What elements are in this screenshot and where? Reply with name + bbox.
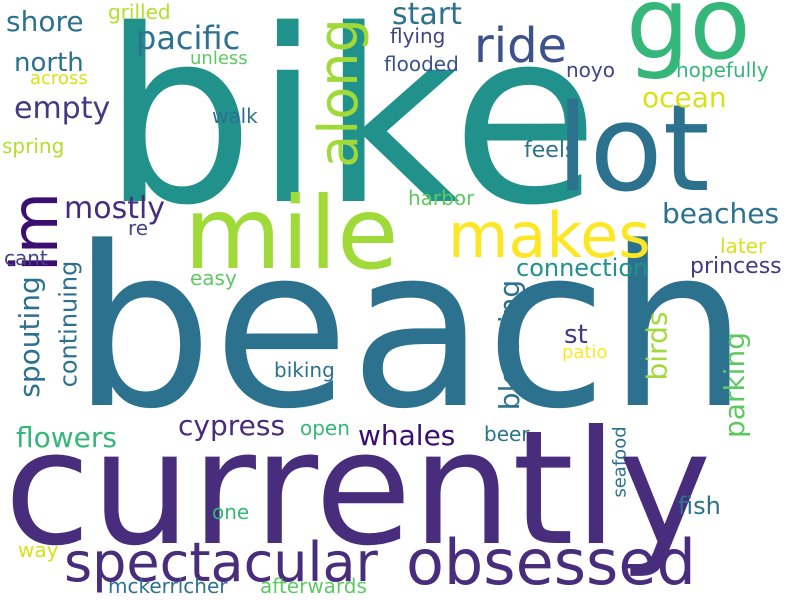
word-spectacular: spectacular	[64, 531, 378, 594]
word-biking: biking	[274, 358, 335, 382]
word-mile: mile	[184, 175, 399, 292]
word-afterwards: afterwards	[260, 574, 367, 598]
word-shore: shore	[6, 5, 84, 38]
word-start: start	[392, 0, 462, 32]
word-spouting: spouting	[12, 276, 46, 398]
word-cant: cant	[4, 246, 48, 270]
word-flowers: flowers	[16, 421, 117, 454]
word-hopefully: hopefully	[676, 58, 769, 82]
word-whales: whales	[358, 419, 456, 452]
word-mostly: mostly	[64, 191, 166, 226]
word-parking: parking	[717, 332, 751, 438]
word-harbor: harbor	[408, 186, 475, 210]
word-re: re	[128, 216, 149, 240]
word-obsessed: obsessed	[406, 526, 696, 599]
word-feels: feels	[524, 138, 577, 163]
word-empty: empty	[14, 91, 111, 126]
word-beach: beach	[72, 200, 749, 458]
word-seafood: seafood	[609, 426, 631, 498]
word-later: later	[720, 234, 767, 258]
word-grilled: grilled	[108, 0, 171, 24]
word-north: north	[14, 48, 84, 78]
word-along: along	[306, 18, 370, 168]
word-currently: currently	[4, 397, 712, 581]
word-lot: lot	[556, 80, 710, 219]
word-makes: makes	[448, 199, 651, 272]
word-birds: birds	[640, 311, 674, 381]
word-st: st	[564, 320, 588, 350]
word-beer: beer	[484, 422, 530, 446]
word-blooming: blooming	[493, 279, 527, 411]
word-walk: walk	[212, 104, 258, 128]
word-pacific: pacific	[136, 19, 241, 57]
word-cypress: cypress	[178, 409, 286, 442]
word-connection: connection	[516, 254, 649, 282]
word-open: open	[300, 416, 350, 440]
word-way: way	[18, 538, 59, 562]
word-continuing: continuing	[54, 260, 83, 388]
word-flying: flying	[390, 24, 446, 48]
word-princess: princess	[690, 254, 782, 279]
word-unless: unless	[190, 48, 248, 69]
word-bike: bike	[102, 0, 600, 258]
word-beaches: beaches	[662, 197, 780, 230]
word-mckerricher: mckerricher	[108, 574, 228, 598]
word-go: go	[626, 0, 751, 82]
word-patio: patio	[562, 342, 608, 363]
word-across: across	[30, 68, 88, 89]
word-flooded: flooded	[384, 52, 459, 76]
word-one: one	[212, 500, 250, 524]
word-fish: fish	[678, 492, 721, 520]
word-noyo: noyo	[566, 58, 615, 82]
word-ocean: ocean	[642, 81, 727, 114]
word-ride: ride	[474, 18, 568, 74]
word-easy: easy	[190, 266, 237, 290]
word-spring: spring	[2, 134, 65, 158]
